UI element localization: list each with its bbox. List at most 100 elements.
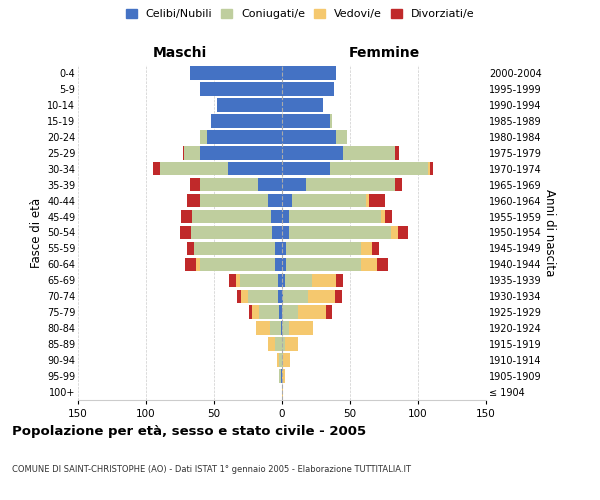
Bar (184, 146, 200, 160)
Text: Popolazione per età, sesso e stato civile - 2005: Popolazione per età, sesso e stato civil… (12, 425, 366, 438)
Bar (367, 194, 369, 207)
Bar (268, 194, 282, 207)
Text: Maschi: Maschi (153, 46, 207, 60)
Bar (283, 354, 290, 367)
Bar (275, 338, 282, 351)
Bar (282, 242, 286, 255)
Bar (391, 226, 398, 239)
Bar (369, 194, 385, 207)
Bar (372, 242, 379, 255)
Bar (272, 226, 282, 239)
Bar (250, 306, 252, 319)
Bar (207, 130, 282, 143)
Bar (282, 385, 283, 399)
Bar (217, 98, 282, 112)
Text: Femmine: Femmine (349, 46, 419, 60)
Bar (275, 242, 282, 255)
Bar (200, 146, 282, 160)
Bar (282, 258, 286, 271)
Bar (200, 178, 257, 192)
Bar (381, 210, 385, 224)
Bar (183, 146, 184, 160)
Bar (329, 162, 428, 175)
Bar (200, 130, 207, 143)
Bar (286, 258, 361, 271)
Bar (241, 290, 248, 303)
Bar (187, 242, 194, 255)
Bar (185, 258, 196, 271)
Bar (395, 178, 401, 192)
Bar (289, 322, 313, 335)
Bar (282, 114, 329, 128)
Bar (282, 146, 343, 160)
Bar (329, 114, 332, 128)
Bar (282, 98, 323, 112)
Bar (271, 210, 282, 224)
Bar (268, 338, 275, 351)
Bar (282, 178, 307, 192)
Bar (281, 370, 282, 383)
Bar (282, 354, 283, 367)
Bar (430, 162, 433, 175)
Bar (282, 130, 337, 143)
Bar (257, 178, 282, 192)
Bar (278, 274, 282, 287)
Bar (279, 306, 282, 319)
Bar (252, 306, 259, 319)
Bar (337, 274, 343, 287)
Bar (282, 274, 285, 287)
Bar (192, 210, 271, 224)
Bar (194, 242, 275, 255)
Bar (282, 290, 283, 303)
Bar (395, 146, 399, 160)
Bar (289, 210, 381, 224)
Bar (282, 162, 329, 175)
Bar (285, 338, 298, 351)
Text: COMUNE DI SAINT-CHRISTOPHE (AO) - Dati ISTAT 1° gennaio 2005 - Elaborazione TUTT: COMUNE DI SAINT-CHRISTOPHE (AO) - Dati I… (12, 465, 411, 474)
Bar (187, 194, 200, 207)
Bar (337, 130, 347, 143)
Bar (278, 290, 282, 303)
Bar (227, 162, 282, 175)
Bar (211, 114, 282, 128)
Bar (326, 306, 332, 319)
Bar (196, 258, 200, 271)
Bar (361, 242, 372, 255)
Bar (270, 322, 281, 335)
Bar (279, 354, 282, 367)
Bar (281, 322, 282, 335)
Bar (200, 258, 275, 271)
Bar (200, 194, 268, 207)
Bar (298, 306, 326, 319)
Bar (385, 210, 392, 224)
Bar (277, 354, 279, 367)
Bar (190, 66, 282, 80)
Bar (283, 290, 308, 303)
Y-axis label: Fasce di età: Fasce di età (29, 198, 43, 268)
Bar (282, 322, 289, 335)
Bar (377, 258, 388, 271)
Bar (160, 162, 227, 175)
Y-axis label: Anni di nascita: Anni di nascita (542, 189, 556, 276)
Bar (259, 306, 279, 319)
Bar (236, 274, 240, 287)
Bar (361, 258, 377, 271)
Bar (248, 290, 278, 303)
Bar (191, 226, 272, 239)
Bar (282, 338, 285, 351)
Bar (398, 226, 409, 239)
Bar (275, 258, 282, 271)
Bar (190, 178, 200, 192)
Bar (428, 162, 430, 175)
Bar (285, 274, 312, 287)
Bar (180, 226, 191, 239)
Bar (282, 370, 285, 383)
Bar (279, 370, 281, 383)
Bar (335, 290, 342, 303)
Bar (200, 82, 282, 96)
Bar (282, 226, 289, 239)
Bar (229, 274, 236, 287)
Bar (282, 194, 292, 207)
Bar (292, 194, 367, 207)
Bar (343, 146, 395, 160)
